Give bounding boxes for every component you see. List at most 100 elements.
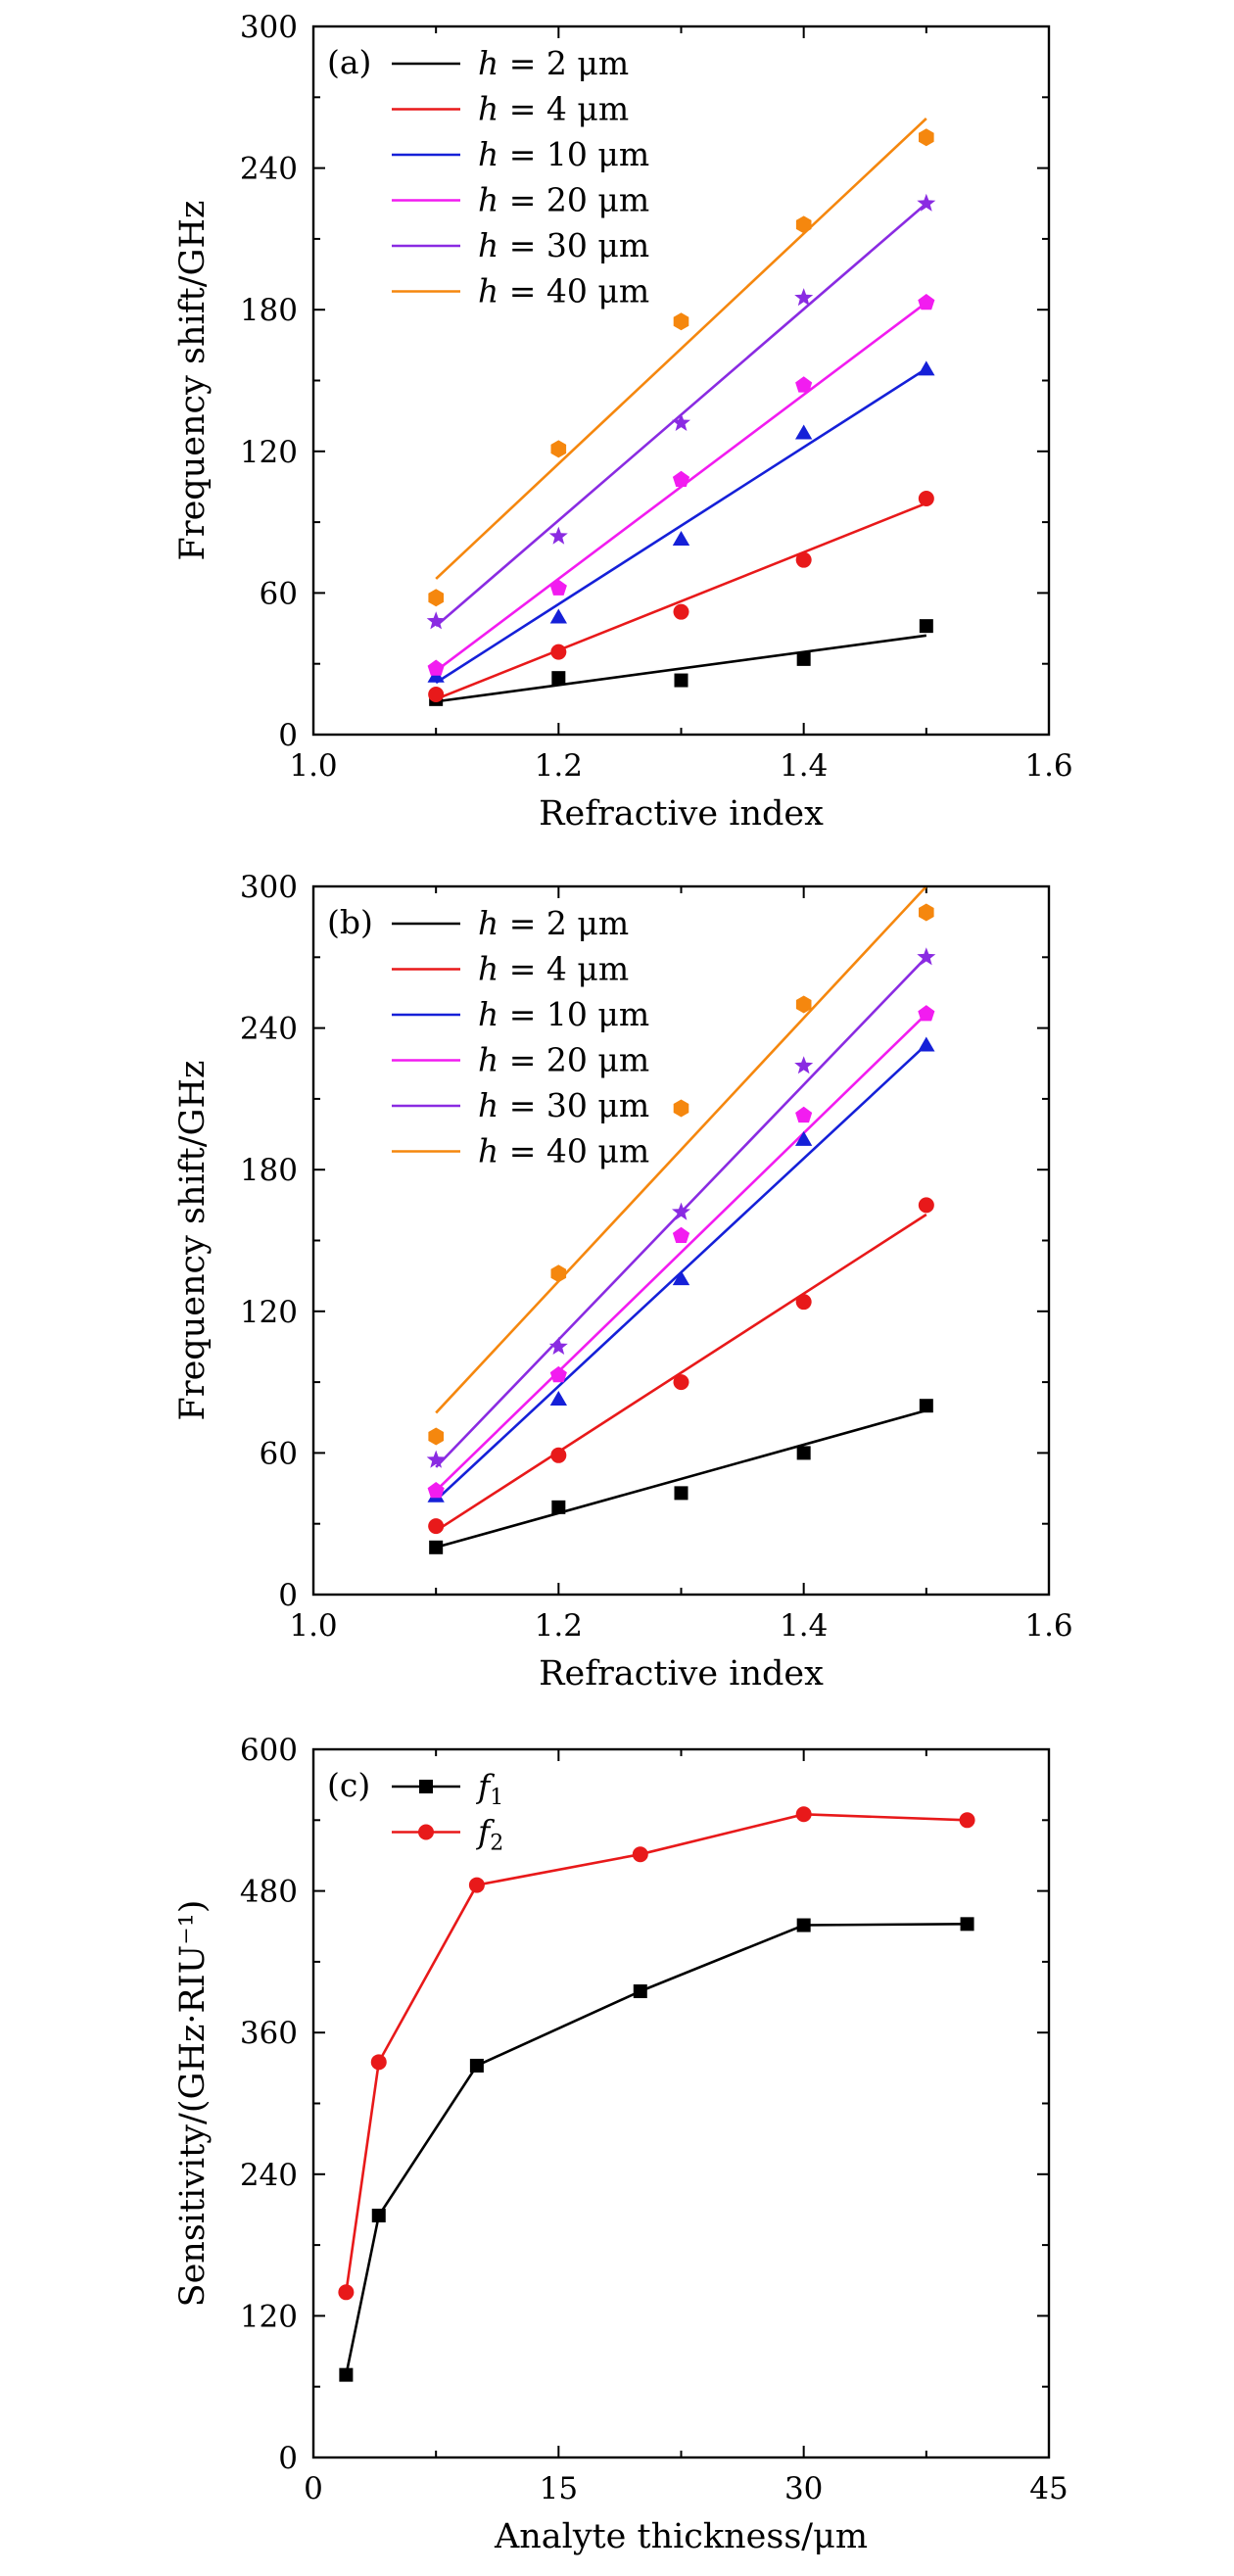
data-point-series-3 (672, 1270, 690, 1286)
y-tick-label: 300 (240, 10, 298, 45)
y-tick-label: 240 (240, 2158, 298, 2193)
data-point-series-2 (918, 1197, 934, 1214)
data-point-series-6 (919, 128, 934, 147)
y-tick-label: 240 (240, 152, 298, 187)
y-tick-label: 0 (278, 718, 298, 753)
legend-label-1: h = 2 μm (478, 904, 629, 942)
data-point-series-6 (795, 215, 812, 234)
y-tick-label: 0 (278, 2441, 298, 2476)
legend-marker-1 (419, 1780, 433, 1793)
data-point-series-1 (796, 1446, 811, 1460)
fit-line-series-1 (435, 634, 927, 703)
data-point-series-4 (672, 1226, 690, 1243)
data-point-series-5 (426, 611, 446, 630)
data-point-series-1 (919, 1399, 933, 1413)
series-line-2 (345, 1812, 968, 2293)
y-tick-label: 360 (240, 2016, 298, 2051)
fit-line-series-6 (435, 118, 927, 580)
plot-lines (345, 1812, 968, 2375)
data-point-series-6 (550, 440, 567, 458)
data-point-series-1 (429, 1540, 444, 1554)
data-point-series-5 (917, 193, 936, 212)
panel-label: (c) (327, 1766, 370, 1804)
y-tick-label: 180 (240, 1153, 298, 1188)
data-point-series-1 (674, 1486, 688, 1501)
data-point-series-5 (794, 288, 814, 307)
data-point-series-2 (795, 551, 812, 568)
legend-marker-2 (418, 1824, 434, 1840)
data-point-series-2 (428, 687, 445, 703)
y-tick-label: 300 (240, 870, 298, 905)
y-axis-title: Frequency shift/GHz (173, 1061, 213, 1421)
data-point-series-1 (371, 2208, 386, 2222)
fit-line-series-3 (435, 367, 927, 685)
y-tick-label: 120 (240, 435, 298, 470)
x-tick-label: 1.2 (535, 748, 583, 784)
x-tick-label: 1.0 (289, 748, 337, 784)
chart-panel-c: 0 15 30 45 0 120 240 360 480 600 Analyte thickness… (173, 1733, 1068, 2556)
data-point-series-3 (918, 360, 935, 376)
legend-label-5: h = 30 μm (478, 226, 649, 264)
data-point-series-1 (551, 1500, 566, 1514)
y-tick-label: 0 (278, 1578, 298, 1613)
fit-line-series-2 (435, 1213, 927, 1533)
data-point-series-4 (672, 470, 690, 487)
data-point-series-4 (795, 1106, 813, 1123)
data-point-series-5 (548, 526, 568, 545)
data-point-series-5 (672, 1202, 690, 1220)
data-point-series-1 (339, 2367, 354, 2382)
legend-label-6: h = 40 μm (478, 272, 649, 310)
x-tick-label: 1.6 (1024, 748, 1072, 784)
data-point-series-2 (673, 1374, 689, 1391)
legend-label-2: f2 (475, 1813, 503, 1856)
fit-line-series-6 (435, 886, 927, 1414)
data-point-series-3 (795, 424, 813, 440)
data-point-series-6 (428, 589, 444, 607)
x-tick-label: 0 (304, 2471, 323, 2506)
data-point-series-4 (427, 659, 445, 676)
x-tick-label: 1.4 (780, 1608, 828, 1644)
plot-frame (311, 24, 1051, 737)
data-point-series-5 (426, 1450, 446, 1468)
data-point-series-5 (548, 1337, 568, 1355)
data-point-series-3 (549, 1391, 567, 1406)
data-point-series-1 (633, 1984, 647, 1999)
series-line-1 (345, 1923, 968, 2375)
legend-label-4: h = 20 μm (478, 181, 649, 219)
y-tick-label: 600 (240, 1733, 298, 1768)
data-point-series-2 (338, 2284, 355, 2301)
data-point-series-1 (960, 1917, 974, 1932)
data-point-series-1 (796, 1918, 811, 1932)
data-point-series-1 (919, 619, 933, 634)
chart-panel-a: 1.0 1.2 1.4 1.6 0 60 120 180 240 300 Refractive in… (173, 10, 1073, 834)
data-point-series-2 (468, 1877, 485, 1893)
data-point-series-3 (918, 1036, 935, 1052)
y-tick-label: 480 (240, 1875, 298, 1910)
data-point-series-2 (370, 2054, 387, 2071)
panel-label: (b) (327, 903, 373, 941)
data-point-series-1 (551, 671, 566, 686)
legend-label-1: h = 2 μm (478, 44, 629, 82)
plot-frame (311, 1747, 1051, 2459)
legend-label-6: h = 40 μm (478, 1132, 649, 1170)
fit-line-series-4 (435, 1013, 927, 1492)
data-point-series-2 (428, 1518, 445, 1535)
data-point-series-2 (959, 1812, 975, 1829)
data-point-series-6 (673, 1099, 689, 1118)
x-tick-label: 1.2 (535, 1608, 583, 1644)
x-axis-title: Analyte thickness/μm (494, 2517, 868, 2556)
x-tick-label: 1.4 (780, 748, 828, 784)
x-tick-label: 30 (784, 2471, 823, 2506)
y-tick-label: 60 (260, 1436, 298, 1471)
data-point-series-4 (549, 1365, 567, 1383)
chart-panel-b: 1.0 1.2 1.4 1.6 0 60 120 180 240 300 Refractive in… (173, 870, 1073, 1693)
legend-label-2: h = 4 μm (478, 90, 629, 128)
data-point-series-4 (795, 376, 813, 393)
panel-label: (a) (327, 43, 371, 81)
x-tick-label: 15 (540, 2471, 578, 2506)
x-tick-label: 1.0 (289, 1608, 337, 1644)
legend-label-4: h = 20 μm (478, 1041, 649, 1079)
fit-line-series-2 (435, 501, 927, 701)
data-point-series-3 (672, 531, 690, 546)
